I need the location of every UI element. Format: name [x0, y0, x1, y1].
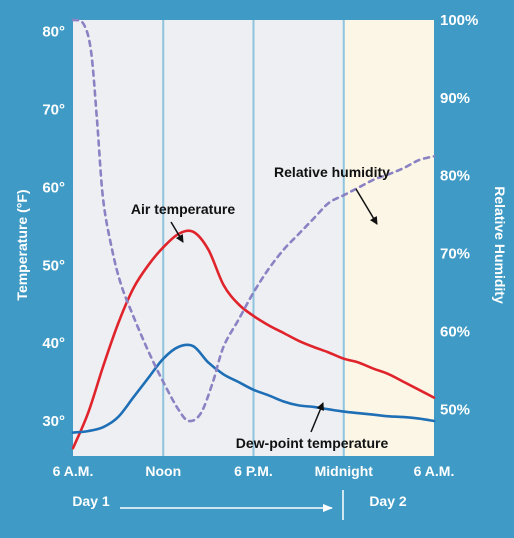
x-tick-label: 6 A.M. — [53, 463, 94, 479]
y-tick-label-right: 100% — [440, 12, 478, 29]
y-tick-label-right: 60% — [440, 323, 470, 340]
x-ticks: 6 A.M. Noon 6 P.M. Midnight 6 A.M. — [53, 463, 455, 479]
x-tick-label: 6 P.M. — [234, 463, 273, 479]
series-relative-humidity-line — [71, 18, 436, 423]
series-air-temperature-line — [71, 229, 436, 450]
y-tick-label-left: 80° — [42, 24, 65, 41]
y-tick-label-left: 70° — [42, 102, 65, 119]
y-tick-label-right: 70% — [440, 246, 470, 263]
annotation-relative-humidity-arrow — [355, 188, 378, 225]
x-tick-label: Midnight — [315, 463, 374, 479]
y-tick-label-left: 50° — [42, 257, 65, 274]
day-2-label: Day 2 — [369, 493, 407, 509]
x-tick-label: 6 A.M. — [414, 463, 455, 479]
y-tick-label-right: 80% — [440, 168, 470, 185]
annotation-relative-humidity: Relative humidity — [274, 164, 390, 180]
y-tick-label-left: 30° — [42, 413, 65, 430]
x-tick-label: Noon — [145, 463, 181, 479]
series-layer — [71, 18, 436, 450]
y-axis-label-left: Temperature (°F) — [14, 189, 30, 300]
annotation-dew-point-temperature: Dew-point temperature — [236, 435, 389, 451]
annotation-dew-point-temperature-arrow — [310, 402, 325, 433]
day-1-label: Day 1 — [72, 493, 110, 509]
annotation-air-temperature-arrow — [170, 221, 184, 243]
annotation-air-temperature: Air temperature — [131, 201, 235, 217]
y-tick-label-right: 50% — [440, 401, 470, 418]
y-tick-label-left: 40° — [42, 335, 65, 352]
y-axis-label-right: Relative Humidity — [492, 186, 508, 304]
y-ticks-left: 30° 40° 50° 60° 70° 80° — [42, 24, 65, 430]
night-shaded-region — [343, 20, 434, 456]
y-tick-label-right: 90% — [440, 90, 470, 107]
y-tick-label-left: 60° — [42, 179, 65, 196]
y-ticks-right: 50% 60% 70% 80% 90% 100% — [440, 12, 478, 418]
series-dew-point-temperature-line — [71, 343, 436, 434]
